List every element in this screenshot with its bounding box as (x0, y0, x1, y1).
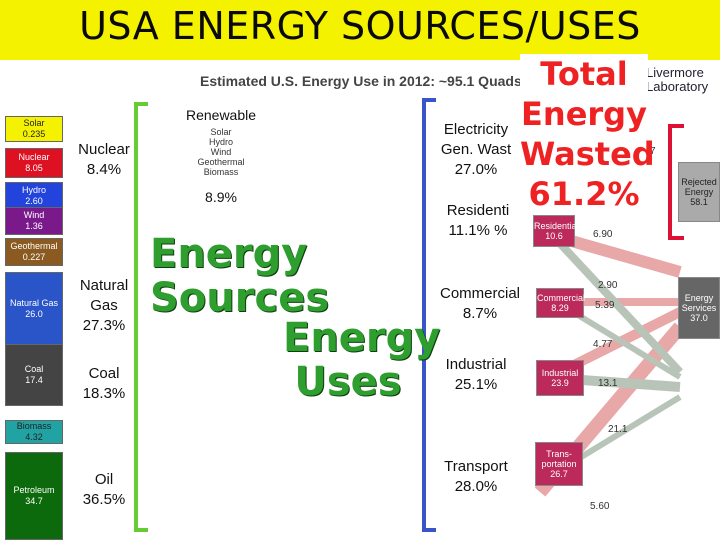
source-box-wind: Wind 1.36 (5, 207, 63, 235)
flow-value: 2.90 (598, 280, 618, 291)
energy-services-box: Energy Services 37.0 (678, 277, 720, 339)
electricity-label: Electricity Gen. Wast 27.0% (428, 120, 524, 180)
source-value: 0.235 (22, 129, 46, 139)
source-value: 2.60 (25, 196, 43, 206)
flow-value: 6.90 (593, 229, 613, 240)
oil-label: Oil 36.5% (82, 471, 126, 508)
source-name: Natural Gas (9, 298, 59, 308)
use-box-residential: Residential 10.6 (533, 215, 579, 247)
source-value: 17.4 (25, 375, 43, 385)
residential-label: Residenti 11.1% % (432, 201, 524, 241)
use-name: Residential (534, 221, 579, 231)
energy-sources-heading: Energy Sources (150, 231, 330, 321)
energy-uses-heading: Energy Uses (283, 315, 441, 405)
source-name: Coal (24, 364, 44, 374)
title-banner (0, 0, 720, 60)
source-name: Biomass (16, 421, 52, 431)
flow-value: 4.77 (593, 339, 613, 350)
source-name: Geothermal (10, 241, 58, 251)
source-name: Hydro (21, 185, 46, 195)
use-name: Trans- portation (541, 449, 577, 469)
source-box-hydro: Hydro 2.60 (5, 182, 63, 210)
box-name: Rejected Energy (681, 177, 717, 197)
natural-gas-label: Natural Gas 27.3% (79, 277, 129, 334)
box-value: 37.0 (690, 313, 708, 323)
commercial-label: Commercial 8.7% (432, 284, 528, 324)
use-value: 26.7 (550, 469, 568, 479)
flow-value: 5.60 (590, 501, 610, 512)
source-value: 34.7 (25, 496, 43, 506)
source-name: Petroleum (13, 485, 55, 495)
source-value: 26.0 (25, 309, 43, 319)
box-value: 58.1 (690, 197, 708, 207)
renewable-percent: 8.9% (205, 189, 237, 205)
source-box-petroleum: Petroleum 34.7 (5, 452, 63, 540)
use-value: 10.6 (545, 231, 563, 241)
org-logo: Livermore Laboratory (646, 65, 709, 94)
use-name: Commercial (537, 293, 586, 303)
renewable-list: Solar Hydro Wind Geothermal Biomass (197, 127, 245, 177)
transport-label: Transport 28.0% (432, 457, 520, 497)
nuclear-label: Nuclear 8.4% (78, 141, 130, 178)
box-name: Energy Services (681, 293, 717, 313)
source-value: 0.227 (22, 252, 46, 262)
industrial-label: Industrial 25.1% (432, 355, 520, 395)
renewable-heading: Renewable (185, 107, 257, 123)
flow-value: 5.39 (595, 300, 615, 311)
use-name: Industrial (541, 368, 579, 378)
use-value: 23.9 (551, 378, 569, 388)
use-box-transportation: Trans- portation 26.7 (535, 442, 583, 486)
source-box-geothermal: Geothermal 0.227 (5, 238, 63, 266)
flow-value: 7 (650, 146, 656, 157)
source-value: 1.36 (25, 221, 43, 231)
energy-flow-diagram: Estimated U.S. Energy Use in 2012: ~95.1… (0, 62, 720, 540)
source-box-natural-gas: Natural Gas 26.0 (5, 272, 63, 346)
use-box-commercial: Commercial 8.29 (536, 288, 586, 318)
use-value: 8.29 (551, 303, 569, 313)
source-box-solar: Solar 0.235 (5, 116, 63, 142)
flow-value: 21.1 (608, 424, 628, 435)
source-box-biomass: Biomass 4.32 (5, 420, 63, 444)
total-energy-wasted: Total Energy Wasted 61.2% (520, 54, 655, 214)
source-box-coal: Coal 17.4 (5, 344, 63, 406)
source-box-nuclear: Nuclear 8.05 (5, 148, 63, 178)
rejected-energy-box: Rejected Energy 58.1 (678, 162, 720, 222)
source-value: 8.05 (25, 163, 43, 173)
source-name: Solar (23, 118, 45, 128)
use-box-industrial: Industrial 23.9 (536, 360, 584, 396)
flow-value: 13.1 (598, 378, 618, 389)
page-title: USA ENERGY SOURCES/USES (79, 4, 641, 48)
diagram-title: Estimated U.S. Energy Use in 2012: ~95.1… (200, 73, 522, 89)
source-value: 4.32 (25, 432, 43, 442)
source-name: Wind (23, 210, 45, 220)
source-name: Nuclear (18, 152, 50, 162)
coal-label: Coal 18.3% (82, 365, 126, 402)
